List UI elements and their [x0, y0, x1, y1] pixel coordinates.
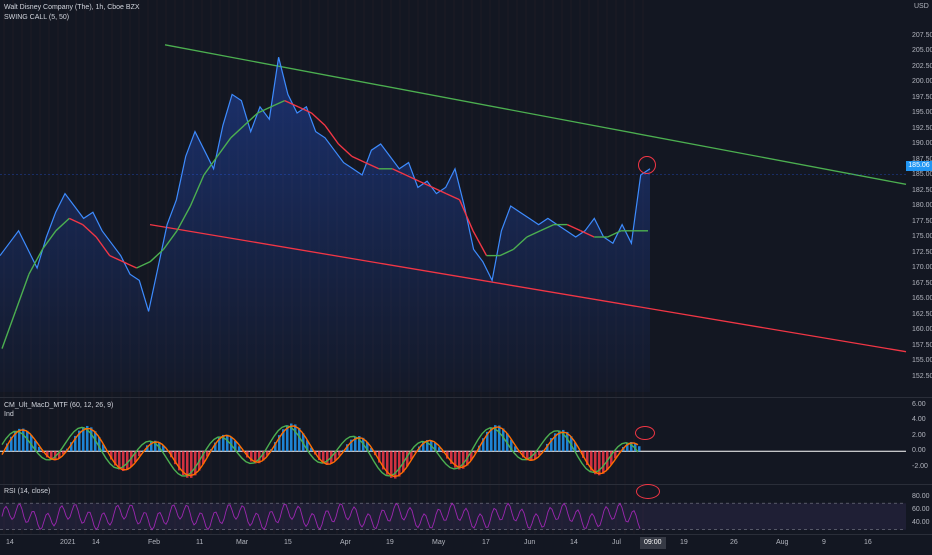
indicator-title: SWING CALL (5, 50): [4, 14, 69, 21]
price-tick-label: 155.00: [912, 357, 932, 364]
time-tick-label: Jun: [524, 539, 535, 546]
macd-tick-label: 2.00: [912, 432, 926, 439]
time-tick-label: 19: [680, 539, 688, 546]
price-tick-label: 195.00: [912, 109, 932, 116]
price-tick-label: 172.50: [912, 249, 932, 256]
time-tick-label: 19: [386, 539, 394, 546]
price-tick-label: 192.50: [912, 125, 932, 132]
price-tick-label: 205.00: [912, 47, 932, 54]
time-tick-label: 16: [864, 539, 872, 546]
macd-histogram-bar: [126, 451, 129, 470]
time-tick-label: 14: [6, 539, 14, 546]
highlight-circle-rsi: [636, 484, 660, 499]
macd-histogram-bar: [186, 451, 189, 478]
macd-histogram-bar: [390, 451, 393, 478]
price-tick-label: 152.50: [912, 373, 932, 380]
price-tick-label: 202.50: [912, 63, 932, 70]
time-tick-label: Feb: [148, 539, 160, 546]
time-tick-label: Jul: [612, 539, 621, 546]
price-tick-label: 180.00: [912, 202, 932, 209]
macd-tick-label: 0.00: [912, 447, 926, 454]
price-tick-label: 207.50: [912, 32, 932, 39]
macd-histogram-bar: [498, 426, 501, 452]
price-tick-label: 182.50: [912, 187, 932, 194]
time-tick-label: 14: [92, 539, 100, 546]
swing-segment: [352, 156, 365, 162]
time-tick-label: 11: [196, 539, 203, 546]
highlight-circle-price: [638, 156, 656, 174]
time-tick-label: 17: [482, 539, 490, 546]
price-tick-label: 187.50: [912, 156, 932, 163]
price-tick-label: 175.00: [912, 233, 932, 240]
macd-subtitle: Ind: [4, 411, 14, 418]
pane-separator-macd[interactable]: [0, 397, 932, 398]
macd-histogram-bar: [122, 451, 125, 471]
crosshair-time-tag: 09:00: [640, 537, 666, 549]
swing-segment: [312, 113, 325, 125]
price-tick-label: 200.00: [912, 78, 932, 85]
price-tick-label: 162.50: [912, 311, 932, 318]
pane-separator-rsi[interactable]: [0, 484, 932, 485]
rsi-tick-label: 40.00: [912, 519, 930, 526]
main-title: Walt Disney Company (The), 1h, Cboe BZX: [4, 4, 140, 11]
macd-tick-label: 4.00: [912, 416, 926, 423]
time-tick-label: Aug: [776, 539, 788, 546]
rsi-band: [0, 503, 906, 529]
macd-histogram-bar: [194, 451, 197, 475]
price-tick-label: 197.50: [912, 94, 932, 101]
macd-histogram-bar: [294, 424, 297, 451]
currency-label: USD: [914, 3, 929, 10]
macd-histogram-bar: [226, 435, 229, 452]
swing-segment: [338, 144, 351, 156]
macd-histogram-bar: [398, 451, 401, 476]
price-tick-label: 190.00: [912, 140, 932, 147]
macd-histogram-bar: [90, 427, 93, 451]
macd-tick-label: -2.00: [912, 463, 928, 470]
price-tick-label: 177.50: [912, 218, 932, 225]
price-tick-label: 160.00: [912, 326, 932, 333]
macd-title: CM_Ult_MacD_MTF (60, 12, 26, 9): [4, 402, 113, 409]
price-tick-label: 165.00: [912, 295, 932, 302]
price-tick-label: 170.00: [912, 264, 932, 271]
time-axis-border: [0, 534, 932, 535]
price-tick-label: 157.50: [912, 342, 932, 349]
macd-histogram-bar: [598, 451, 601, 475]
rsi-tick-label: 60.00: [912, 506, 930, 513]
price-tick-label: 167.50: [912, 280, 932, 287]
macd-histogram-bar: [602, 451, 605, 474]
swing-segment: [567, 225, 580, 231]
last-price-tag: 185.06: [906, 161, 932, 171]
time-tick-label: 14: [570, 539, 578, 546]
time-tick-label: Mar: [236, 539, 248, 546]
time-tick-label: 2021: [60, 539, 76, 546]
price-tick-label: 185.00: [912, 171, 932, 178]
time-tick-label: 15: [284, 539, 292, 546]
macd-histogram-bar: [22, 429, 25, 452]
macd-histogram-bar: [326, 451, 329, 465]
time-tick-label: May: [432, 539, 445, 546]
macd-histogram-bar: [638, 446, 641, 451]
rsi-title: RSI (14, close): [4, 488, 50, 495]
highlight-circle-macd: [635, 426, 655, 440]
time-tick-label: Apr: [340, 539, 351, 546]
time-tick-label: 9: [822, 539, 826, 546]
macd-tick-label: 6.00: [912, 401, 926, 408]
rsi-tick-label: 80.00: [912, 493, 930, 500]
time-tick-label: 26: [730, 539, 738, 546]
